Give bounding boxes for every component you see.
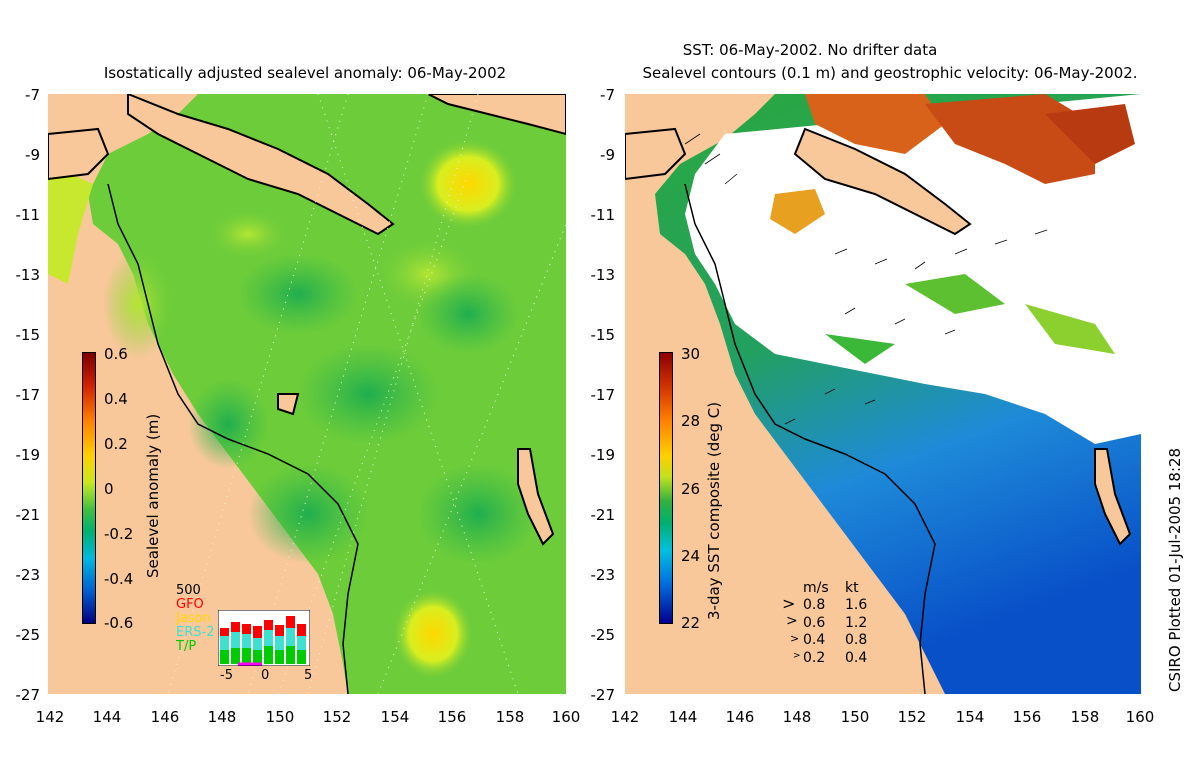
sealevel-colorbar-tick: 0 xyxy=(104,480,114,498)
velocity-legend-arrow-icon: > xyxy=(790,632,800,645)
right-y-tick: -25 xyxy=(590,626,616,644)
velocity-legend-kt: 1.2 xyxy=(845,615,868,631)
left-y-tick: -19 xyxy=(15,446,41,464)
right-panel-title-line2: Sealevel contours (0.1 m) and geostrophi… xyxy=(642,64,1138,82)
right-x-tick: 146 xyxy=(725,708,755,726)
right-x-tick: 158 xyxy=(1070,708,1100,726)
velocity-legend-ms: 0.2 xyxy=(803,650,826,666)
sst-composite-map xyxy=(625,94,1141,694)
sst-colorbar-tick: 30 xyxy=(681,345,701,363)
left-y-tick: -25 xyxy=(15,626,41,644)
inset-legend-tp: T/P xyxy=(176,639,197,654)
right-y-tick: -19 xyxy=(590,446,616,464)
right-x-tick: 156 xyxy=(1012,708,1042,726)
velocity-legend-ms: 0.6 xyxy=(803,615,826,631)
inset-bar-chart xyxy=(218,610,310,666)
right-y-tick: -9 xyxy=(600,146,615,164)
inset-legend-ers2: ERS-2 xyxy=(176,625,215,640)
left-x-tick: 156 xyxy=(437,708,467,726)
velocity-legend-kt: 0.4 xyxy=(845,650,868,666)
sst-colorbar xyxy=(659,352,673,624)
right-y-tick: -17 xyxy=(590,386,616,404)
sst-colorbar-tick: 26 xyxy=(681,480,701,498)
left-x-tick: 150 xyxy=(265,708,295,726)
inset-x-tick: 0 xyxy=(261,668,270,683)
right-y-tick: -23 xyxy=(590,566,616,584)
velocity-arrows xyxy=(684,133,1048,425)
right-map xyxy=(625,94,1141,694)
sst-colorbar-tick: 28 xyxy=(681,412,701,430)
velocity-legend-arrow-icon: > xyxy=(793,651,801,661)
velocity-legend-header-kt: kt xyxy=(845,580,859,596)
right-y-tick: -21 xyxy=(590,506,616,524)
right-y-tick: -27 xyxy=(590,686,616,704)
sst-colorbar-tick: 22 xyxy=(681,614,701,632)
plot-credit: CSIRO Plotted 01-Jul-2005 18:28 xyxy=(1166,447,1184,692)
right-panel-title-line1: SST: 06-May-2002. No drifter data xyxy=(682,41,938,59)
left-y-tick: -9 xyxy=(25,146,40,164)
left-y-tick: -23 xyxy=(15,566,41,584)
right-x-tick: 148 xyxy=(782,708,812,726)
inset-bars xyxy=(220,616,306,664)
left-y-tick: -17 xyxy=(15,386,41,404)
velocity-legend-arrow-icon: > xyxy=(786,613,798,629)
right-x-tick: 152 xyxy=(897,708,927,726)
velocity-legend-arrow-icon: > xyxy=(782,594,796,613)
right-y-tick: -13 xyxy=(590,266,616,284)
sst-colorbar-tick: 24 xyxy=(681,547,701,565)
right-x-tick: 142 xyxy=(610,708,640,726)
left-x-tick: 146 xyxy=(150,708,180,726)
left-y-tick: -15 xyxy=(15,326,41,344)
sst-colorbar-label: 3-day SST composite (deg C) xyxy=(705,401,723,620)
sealevel-anomaly-map xyxy=(48,94,566,694)
left-y-tick: -13 xyxy=(15,266,41,284)
right-y-tick: -15 xyxy=(590,326,616,344)
left-y-tick: -27 xyxy=(15,686,41,704)
sealevel-colorbar-tick: -0.4 xyxy=(104,570,134,588)
velocity-legend-ms: 0.4 xyxy=(803,632,826,648)
inset-legend-jason: Jason xyxy=(176,611,211,626)
sealevel-colorbar-label: Sealevel anomaly (m) xyxy=(144,413,162,578)
right-x-tick: 160 xyxy=(1125,708,1155,726)
inset-x-tick: -5 xyxy=(220,668,233,683)
sealevel-colorbar-tick: 0.2 xyxy=(104,435,128,453)
left-x-tick: 144 xyxy=(92,708,122,726)
sealevel-colorbar-tick: 0.6 xyxy=(104,345,128,363)
right-x-tick: 150 xyxy=(840,708,870,726)
left-panel-title: Isostatically adjusted sealevel anomaly:… xyxy=(103,64,507,82)
left-x-tick: 152 xyxy=(322,708,352,726)
left-x-tick: 148 xyxy=(207,708,237,726)
velocity-legend-kt: 0.8 xyxy=(845,632,868,648)
left-y-tick: -7 xyxy=(25,86,40,104)
right-x-tick: 144 xyxy=(668,708,698,726)
velocity-legend-header-ms: m/s xyxy=(803,580,829,596)
left-x-tick: 158 xyxy=(495,708,525,726)
velocity-legend-kt: 1.6 xyxy=(845,597,868,613)
sealevel-colorbar-tick: -0.6 xyxy=(104,614,134,632)
left-y-tick: -11 xyxy=(15,206,41,224)
sealevel-colorbar-tick: 0.4 xyxy=(104,390,128,408)
right-y-tick: -7 xyxy=(600,86,615,104)
left-x-tick: 154 xyxy=(380,708,410,726)
right-x-tick: 154 xyxy=(955,708,985,726)
left-x-tick: 142 xyxy=(35,708,65,726)
inset-top-value: 500 xyxy=(176,583,201,598)
sealevel-colorbar-tick: -0.2 xyxy=(104,525,134,543)
inset-x-tick: 5 xyxy=(304,668,313,683)
left-y-tick: -21 xyxy=(15,506,41,524)
right-y-tick: -11 xyxy=(590,206,616,224)
inset-legend-gfo: GFO xyxy=(176,597,204,612)
velocity-legend-ms: 0.8 xyxy=(803,597,826,613)
left-x-tick: 160 xyxy=(551,708,581,726)
sealevel-colorbar xyxy=(82,352,96,624)
left-map xyxy=(48,94,566,694)
